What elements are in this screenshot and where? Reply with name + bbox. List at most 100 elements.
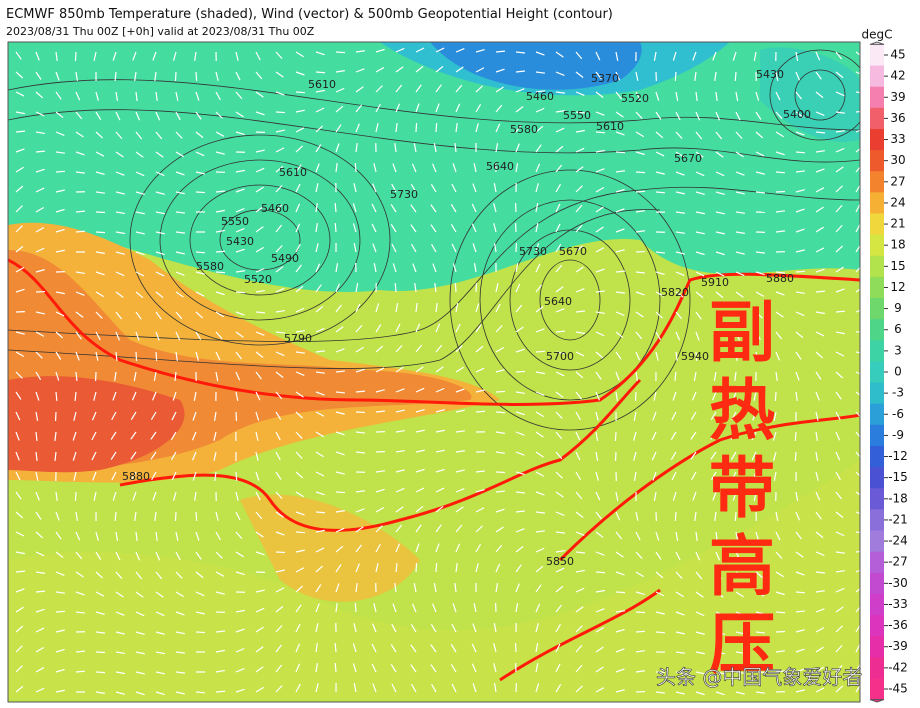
wind-arrow	[135, 211, 145, 215]
wind-arrow	[115, 651, 125, 655]
wind-arrow	[815, 371, 822, 380]
wind-arrow	[675, 691, 685, 695]
wind-arrow	[195, 91, 200, 101]
wind-arrow	[15, 166, 24, 173]
wind-arrow	[411, 603, 417, 613]
wind-arrow	[635, 91, 641, 101]
wind-arrow	[175, 291, 184, 298]
wind-arrow	[410, 243, 417, 253]
wind-arrow	[855, 223, 860, 233]
wind-arrow	[835, 391, 842, 400]
colorbar-tick-label: 21	[890, 217, 905, 231]
wind-arrow	[215, 551, 223, 559]
wind-arrow	[495, 544, 503, 553]
colorbar-tick-label: -18	[888, 491, 908, 505]
wind-arrow	[375, 303, 380, 313]
wind-arrow	[774, 391, 777, 402]
wind-arrow	[815, 131, 826, 134]
wind-arrow	[595, 371, 602, 380]
wind-arrow	[655, 251, 666, 254]
wind-arrow	[835, 51, 843, 60]
wind-arrow	[855, 166, 860, 173]
wind-arrow	[475, 324, 482, 333]
wind-arrow	[255, 646, 264, 653]
wind-arrow	[815, 331, 825, 337]
wind-arrow	[352, 223, 357, 233]
wind-arrow	[755, 571, 764, 579]
wind-arrow	[655, 91, 660, 101]
wind-arrow	[710, 451, 717, 460]
wind-arrow	[255, 531, 264, 538]
wind-arrow	[515, 546, 524, 553]
wind-arrow	[371, 203, 377, 213]
wind-arrow	[315, 284, 322, 293]
wind-arrow	[315, 391, 325, 396]
wind-arrow	[455, 450, 465, 453]
wind-arrow	[275, 411, 282, 420]
wind-arrow	[155, 531, 158, 541]
wind-arrow	[555, 471, 563, 479]
wind-arrow	[515, 304, 523, 313]
wind-arrow	[715, 611, 725, 617]
wind-arrow	[155, 351, 158, 362]
wind-arrow	[110, 451, 117, 460]
wind-arrow	[410, 183, 417, 193]
wind-arrow	[495, 143, 499, 153]
wind-arrow	[535, 431, 544, 438]
wind-arrow	[515, 143, 520, 153]
wind-arrow	[595, 608, 605, 613]
wind-arrow	[335, 51, 346, 54]
wind-arrow	[675, 231, 685, 234]
wind-arrow	[95, 331, 101, 341]
wind-arrow	[694, 511, 697, 521]
wind-arrow	[715, 251, 725, 256]
wind-arrow	[171, 471, 177, 481]
wind-arrow	[115, 631, 125, 635]
wind-arrow	[75, 71, 79, 81]
wind-arrow	[432, 263, 437, 273]
wind-arrow	[835, 331, 845, 335]
wind-arrow	[235, 668, 245, 673]
wind-arrow	[795, 351, 802, 360]
wind-arrow	[35, 627, 45, 633]
wind-arrow	[615, 131, 625, 136]
wind-arrow	[475, 489, 485, 493]
wind-arrow	[15, 130, 26, 133]
wind-arrow	[135, 171, 145, 177]
wind-arrow	[275, 266, 284, 273]
wind-arrow	[175, 331, 181, 341]
wind-arrow	[433, 143, 437, 153]
wind-arrow	[575, 431, 581, 441]
colorbar-tick-label: -33	[888, 597, 908, 611]
wind-arrow	[315, 547, 325, 553]
wind-arrow	[715, 351, 718, 362]
wind-arrow	[575, 551, 586, 554]
wind-arrow	[411, 163, 417, 173]
wind-arrow	[535, 51, 545, 56]
wind-arrow	[375, 410, 386, 413]
wind-arrow	[555, 585, 564, 593]
wind-arrow	[515, 88, 525, 93]
colorbar-tick-label: -3	[892, 386, 904, 400]
wind-arrow	[373, 603, 377, 613]
colorbar-swatch	[870, 615, 884, 637]
colorbar-swatch	[870, 298, 884, 320]
wind-arrow	[735, 671, 745, 674]
wind-arrow	[752, 471, 757, 481]
wind-arrow	[355, 283, 359, 293]
wind-arrow	[315, 243, 319, 253]
wind-arrow	[372, 183, 377, 193]
wind-arrow	[495, 86, 504, 93]
wind-arrow	[410, 204, 417, 213]
wind-arrow	[675, 671, 685, 674]
wind-arrow	[315, 125, 324, 133]
wind-arrow	[275, 685, 283, 693]
wind-arrow	[555, 411, 563, 419]
colorbar-tick-label: 12	[890, 280, 905, 294]
wind-arrow	[355, 582, 358, 593]
wind-arrow	[475, 123, 479, 133]
wind-arrow	[815, 290, 826, 293]
colorbar-swatch	[870, 445, 884, 468]
wind-arrow	[595, 226, 604, 233]
wind-arrow	[394, 282, 397, 293]
